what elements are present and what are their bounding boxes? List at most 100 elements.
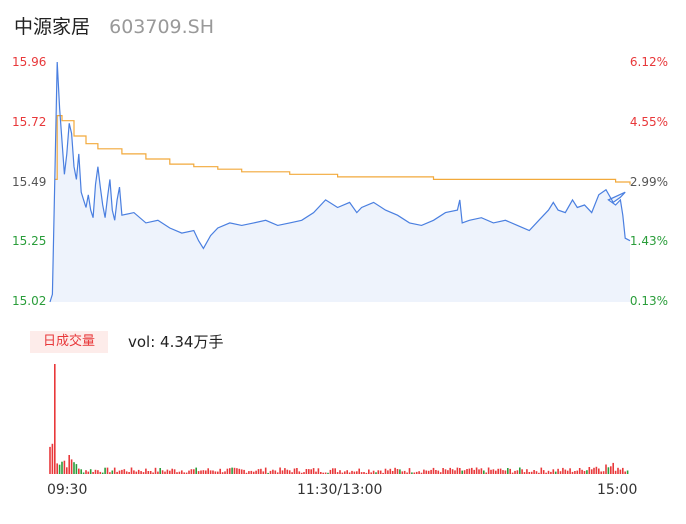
volume-bar — [240, 469, 243, 474]
volume-bar — [157, 471, 159, 474]
price-axis-tick: 15.72 — [12, 115, 47, 129]
volume-bar — [530, 471, 533, 474]
volume-bar — [63, 460, 66, 474]
volume-bar — [487, 467, 490, 474]
volume-bar — [137, 469, 140, 474]
volume-bar — [389, 468, 392, 474]
volume-bar — [212, 470, 214, 474]
volume-bar — [269, 470, 272, 474]
volume-bar — [125, 471, 128, 474]
volume-bar — [78, 468, 80, 474]
volume-bar — [70, 459, 73, 474]
volume-bar — [403, 470, 406, 474]
volume-bar — [471, 467, 473, 474]
volume-bar — [466, 469, 468, 474]
volume-bar — [276, 472, 279, 474]
volume-bar — [152, 472, 154, 474]
volume-bar — [569, 468, 571, 474]
volume-bar — [56, 463, 58, 474]
volume-bar — [334, 468, 336, 474]
volume-bar — [85, 470, 87, 474]
volume-bar — [411, 472, 413, 474]
volume-bar — [391, 471, 394, 474]
volume-bar — [533, 470, 535, 474]
volume-bar — [578, 468, 581, 474]
time-axis-tick: 11:30/13:00 — [297, 482, 383, 498]
volume-bar — [360, 472, 363, 474]
volume-bar — [444, 469, 447, 474]
stock-code: 603709.SH — [109, 16, 215, 38]
volume-bar — [612, 462, 614, 474]
volume-bar — [207, 468, 209, 474]
volume-bar — [197, 471, 200, 474]
volume-bar — [605, 464, 607, 474]
volume-bar — [423, 469, 425, 474]
volume-bar — [205, 470, 207, 474]
volume-bar — [113, 467, 116, 474]
volume-bar — [66, 467, 68, 474]
volume-bar — [68, 455, 70, 474]
volume-bar — [425, 470, 428, 474]
volume-bar — [73, 462, 75, 474]
volume-bar — [281, 470, 284, 474]
volume-bar — [600, 471, 602, 474]
volume-bar — [116, 471, 118, 474]
volume-bar — [394, 467, 396, 474]
percent-axis-tick: 1.43% — [629, 234, 668, 248]
volume-bar — [511, 472, 514, 474]
volume-bar — [396, 469, 399, 474]
volume-bar — [418, 471, 420, 474]
volume-bar — [566, 470, 569, 474]
percent-axis-tick: 6.12% — [629, 55, 668, 69]
volume-bar — [130, 467, 133, 474]
volume-bar — [303, 472, 305, 474]
volume-bar — [406, 472, 408, 474]
price-line — [49, 61, 631, 303]
volume-bar — [233, 467, 236, 474]
volume-bar — [296, 468, 298, 474]
volume-bar — [593, 467, 595, 474]
volume-bar — [552, 469, 555, 474]
volume-bar — [178, 471, 181, 474]
volume-bar — [164, 471, 166, 474]
volume-bar — [118, 470, 121, 474]
volume-bar — [193, 469, 195, 474]
volume-bar — [94, 469, 97, 474]
volume-bar — [442, 468, 444, 474]
volume-bar — [166, 469, 169, 474]
volume-bar — [255, 470, 257, 474]
volume-bar — [229, 468, 231, 474]
volume-bar — [99, 471, 102, 474]
volume-bar — [219, 468, 221, 474]
volume-bar — [89, 469, 92, 474]
volume-bar — [372, 470, 375, 474]
volume-bar — [538, 472, 540, 474]
volume-bar — [461, 470, 463, 474]
volume-badge: 日成交量 — [30, 331, 108, 353]
volume-bar — [499, 468, 502, 474]
volume-bar — [305, 469, 308, 474]
volume-bar — [279, 467, 281, 474]
percent-axis-tick: -0.13% — [625, 294, 668, 308]
volume-bar — [252, 471, 255, 474]
volume-bar — [564, 469, 567, 474]
volume-bar — [399, 469, 401, 474]
volume-bar — [451, 469, 454, 474]
volume-bar — [420, 472, 423, 474]
volume-value: vol: 4.34万手 — [128, 333, 224, 351]
volume-bar — [243, 469, 245, 474]
volume-bar — [284, 468, 286, 474]
volume-bar — [370, 472, 372, 474]
volume-bar — [497, 468, 499, 474]
volume-bar — [492, 469, 495, 474]
volume-bar — [610, 466, 612, 474]
volume-bar — [121, 469, 123, 474]
volume-bar — [595, 466, 598, 474]
volume-bar — [133, 470, 135, 474]
volume-bar — [456, 467, 459, 474]
volume-bar — [542, 470, 545, 474]
volume-bar — [58, 464, 61, 474]
price-axis-tick: 15.96 — [12, 55, 47, 69]
volume-bar — [221, 472, 224, 474]
volume-bar — [142, 472, 145, 474]
